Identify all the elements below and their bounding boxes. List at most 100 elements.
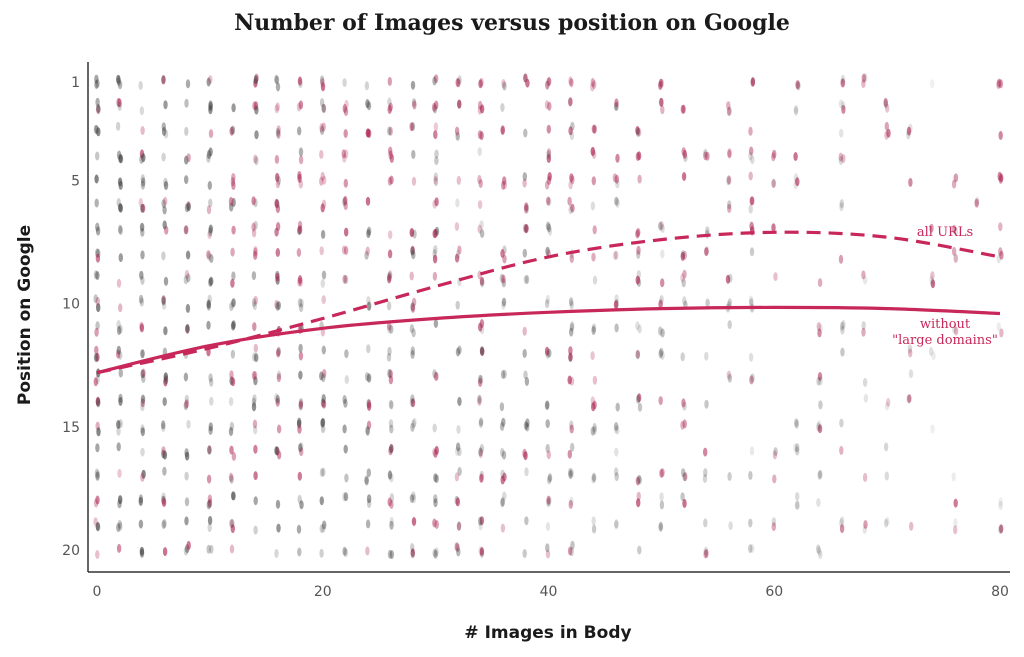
scatter-point bbox=[161, 420, 166, 430]
scatter-point bbox=[840, 78, 846, 88]
scatter-point bbox=[297, 471, 302, 481]
scatter-point bbox=[748, 470, 753, 480]
scatter-point bbox=[569, 496, 574, 506]
scatter-point bbox=[140, 427, 145, 437]
scatter-point bbox=[545, 221, 551, 231]
scatter-point bbox=[409, 122, 414, 132]
scatter-point bbox=[253, 444, 258, 454]
scatter-point bbox=[387, 249, 393, 259]
scatter-point bbox=[614, 323, 619, 333]
scatter-point bbox=[727, 200, 732, 210]
scatter-point bbox=[208, 373, 213, 383]
scatter-point bbox=[161, 449, 166, 459]
scatter-point bbox=[500, 103, 505, 112]
scatter-point bbox=[592, 422, 597, 432]
scatter-point bbox=[612, 251, 618, 261]
scatter-point bbox=[411, 494, 416, 504]
scatter-point bbox=[568, 97, 573, 107]
scatter-point bbox=[434, 547, 439, 557]
scatter-point bbox=[206, 299, 211, 309]
scatter-point bbox=[94, 80, 99, 89]
scatter-point bbox=[998, 222, 1003, 232]
scatter-point bbox=[298, 343, 303, 353]
scatter-point bbox=[185, 323, 190, 333]
scatter-point bbox=[683, 472, 688, 482]
scatter-point bbox=[321, 103, 326, 113]
scatter-point bbox=[635, 275, 640, 285]
scatter-point bbox=[298, 401, 303, 411]
scatter-point bbox=[614, 520, 619, 530]
scatter-point bbox=[412, 229, 417, 239]
scatter-point bbox=[570, 121, 575, 131]
scatter-point bbox=[907, 344, 913, 354]
scatter-point bbox=[951, 246, 957, 256]
scatter-point bbox=[184, 175, 189, 185]
scatter-point bbox=[276, 424, 282, 434]
scatter-point bbox=[794, 420, 799, 429]
scatter-point bbox=[162, 519, 167, 528]
scatter-point bbox=[183, 275, 189, 285]
scatter-point bbox=[432, 76, 437, 86]
scatter-point bbox=[570, 320, 575, 330]
scatter-point bbox=[141, 469, 146, 479]
scatter-point bbox=[138, 494, 144, 504]
scatter-point bbox=[410, 303, 416, 313]
scatter-point bbox=[930, 79, 935, 89]
scatter-point bbox=[635, 321, 640, 331]
scatter-point bbox=[115, 121, 121, 131]
scatter-point bbox=[96, 303, 101, 313]
scatter-point bbox=[365, 246, 370, 256]
scatter-point bbox=[365, 426, 370, 436]
scatter-point bbox=[455, 497, 460, 507]
scatter-point bbox=[433, 172, 438, 182]
scatter-point bbox=[569, 547, 574, 557]
scatter-point bbox=[523, 451, 528, 461]
scatter-point bbox=[410, 350, 415, 359]
scatter-point bbox=[861, 79, 866, 89]
scatter-point bbox=[116, 326, 122, 335]
scatter-point bbox=[457, 397, 462, 407]
scatter-point bbox=[298, 303, 304, 313]
scatter-point bbox=[433, 177, 439, 187]
scatter-point bbox=[478, 447, 483, 457]
scatter-point bbox=[839, 418, 844, 428]
scatter-point bbox=[433, 319, 439, 328]
scatter-point bbox=[253, 496, 258, 506]
scatter-point bbox=[659, 500, 665, 510]
scatter-point bbox=[795, 492, 800, 501]
scatter-point bbox=[635, 229, 640, 239]
scatter-point bbox=[298, 443, 303, 453]
scatter-point bbox=[816, 376, 821, 386]
scatter-point bbox=[501, 297, 507, 307]
scatter-point bbox=[206, 250, 211, 260]
scatter-point bbox=[817, 372, 823, 381]
scatter-point bbox=[613, 250, 619, 260]
scatter-point bbox=[544, 401, 550, 411]
scatter-point bbox=[908, 369, 914, 379]
scatter-point bbox=[703, 518, 708, 528]
scatter-point bbox=[432, 423, 437, 433]
x-tick-label: 40 bbox=[540, 584, 558, 600]
scatter-point bbox=[909, 521, 914, 531]
scatter-point bbox=[568, 205, 573, 215]
scatter-point bbox=[703, 468, 708, 478]
scatter-point bbox=[817, 328, 822, 338]
scatter-point bbox=[95, 271, 100, 280]
scatter-point bbox=[94, 345, 99, 355]
scatter-point bbox=[387, 470, 393, 480]
scatter-point bbox=[118, 180, 123, 190]
scatter-point bbox=[568, 297, 574, 307]
scatter-point bbox=[615, 153, 620, 163]
scatter-point bbox=[230, 377, 236, 387]
scatter-point bbox=[208, 75, 213, 85]
scatter-point bbox=[433, 473, 438, 483]
scatter-point bbox=[590, 426, 595, 436]
scatter-point bbox=[592, 225, 597, 235]
scatter-point bbox=[523, 128, 528, 138]
scatter-point bbox=[456, 175, 461, 185]
scatter-point bbox=[477, 224, 482, 234]
scatter-point bbox=[410, 246, 415, 256]
scatter-point bbox=[208, 422, 213, 432]
scatter-point bbox=[839, 524, 845, 534]
scatter-point bbox=[228, 397, 234, 406]
